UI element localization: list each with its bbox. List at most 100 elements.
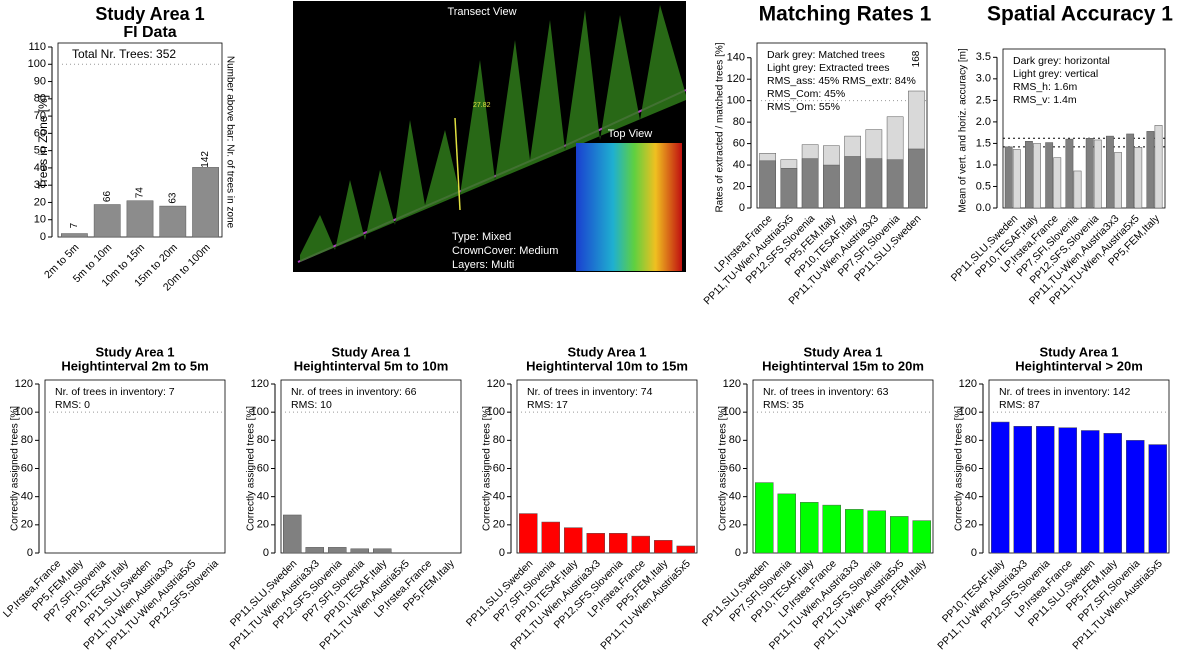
bar bbox=[1025, 141, 1033, 209]
chart-title: Study Area 1 bbox=[332, 344, 411, 359]
bar bbox=[1073, 170, 1082, 209]
y-tick-label: 1.5 bbox=[976, 137, 991, 149]
bar bbox=[822, 504, 841, 554]
bar bbox=[676, 545, 695, 554]
chart-subtitle: Heightinterval 10m to 15m bbox=[526, 358, 688, 373]
x-tick-label: PP11,TU-Wien,Austria3x3 bbox=[227, 557, 322, 652]
bar bbox=[609, 533, 628, 554]
count-label: 63 bbox=[167, 192, 178, 204]
bar bbox=[823, 164, 840, 209]
count-label: 74 bbox=[135, 187, 146, 199]
image-info: CrownCover: Medium bbox=[452, 245, 558, 257]
bar bbox=[192, 167, 219, 238]
bar bbox=[1106, 135, 1114, 209]
note: Dark grey: Matched trees bbox=[767, 49, 885, 61]
y-tick-label: 0 bbox=[27, 547, 33, 559]
bar bbox=[886, 159, 904, 209]
note: Nr. of trees in inventory: 74 bbox=[527, 386, 653, 398]
y-axis-label: Rates of extracted / matched trees [%] bbox=[715, 42, 726, 212]
top-view-image bbox=[576, 143, 682, 271]
note: Nr. of trees in inventory: 7 bbox=[55, 386, 175, 398]
bar bbox=[61, 233, 88, 238]
y-tick-label: 100 bbox=[28, 58, 46, 70]
y-axis-label: Correctly assigned trees [%] bbox=[718, 406, 729, 531]
bar bbox=[159, 205, 187, 238]
y-tick-label: 1.0 bbox=[976, 159, 991, 171]
y-tick-label: 80 bbox=[729, 434, 741, 446]
y-tick-label: 20 bbox=[257, 519, 269, 531]
y-tick-label: 20 bbox=[733, 180, 745, 192]
note: RMS_v: 1.4m bbox=[1013, 94, 1077, 106]
y-tick-label: 60 bbox=[257, 462, 269, 474]
note: Total Nr. Trees: 352 bbox=[72, 47, 176, 61]
plot-box bbox=[988, 379, 1170, 554]
bar bbox=[912, 520, 931, 554]
side-note: Number above bar: Nr. of trees in zone bbox=[224, 56, 235, 229]
bar bbox=[1103, 433, 1122, 554]
bar bbox=[1058, 427, 1077, 554]
bar bbox=[328, 547, 347, 554]
y-tick-label: 20 bbox=[21, 519, 33, 531]
y-tick-label: 2.5 bbox=[976, 94, 991, 106]
bar bbox=[844, 156, 861, 209]
bar bbox=[541, 521, 560, 554]
chart-title: Study Area 1 bbox=[804, 344, 883, 359]
bar bbox=[586, 533, 605, 554]
y-tick-label: 40 bbox=[493, 491, 505, 503]
y-tick-label: 120 bbox=[487, 378, 505, 390]
y-tick-label: 100 bbox=[251, 406, 269, 418]
count-label: 7 bbox=[69, 222, 80, 228]
y-tick-label: 0.0 bbox=[976, 202, 991, 214]
marker-label: 27.82 bbox=[473, 102, 491, 109]
transect-image: 27.82 Transect View Top View Type: Mixed… bbox=[293, 1, 687, 272]
y-tick-label: 0 bbox=[263, 547, 269, 559]
note: RMS_Com: 45% bbox=[767, 88, 845, 100]
y-tick-label: 40 bbox=[733, 159, 745, 171]
y-tick-label: 10 bbox=[34, 214, 46, 226]
chart-title: Study Area 1 bbox=[95, 4, 204, 24]
bar bbox=[890, 516, 909, 554]
bar bbox=[93, 204, 121, 238]
y-tick-label: 20 bbox=[34, 196, 46, 208]
transect-marker bbox=[454, 117, 461, 211]
bar bbox=[1033, 143, 1041, 209]
y-tick-label: 3.5 bbox=[976, 51, 991, 63]
plot-box bbox=[44, 379, 226, 554]
y-tick-label: 40 bbox=[21, 491, 33, 503]
y-tick-label: 20 bbox=[493, 519, 505, 531]
y-tick-label: 80 bbox=[733, 116, 745, 128]
note: RMS: 35 bbox=[763, 399, 804, 411]
bar bbox=[1012, 149, 1021, 209]
y-tick-label: 140 bbox=[727, 52, 745, 64]
y-tick-label: 0 bbox=[735, 547, 741, 559]
tree-crowns bbox=[300, 5, 686, 262]
bar bbox=[631, 535, 650, 554]
image-info: Layers: Multi bbox=[452, 259, 514, 271]
bar bbox=[283, 514, 302, 554]
y-tick-label: 60 bbox=[34, 127, 46, 139]
chart-subtitle: Heightinterval 15m to 20m bbox=[762, 358, 924, 373]
bar bbox=[126, 200, 154, 238]
plot-box bbox=[756, 42, 928, 209]
chart-title: Spatial Accuracy 1 bbox=[987, 3, 1173, 26]
y-tick-label: 100 bbox=[727, 95, 745, 107]
y-tick-label: 0 bbox=[499, 547, 505, 559]
y-axis-label: Correctly assigned trees [%] bbox=[482, 406, 493, 531]
chart-subtitle: FI Data bbox=[123, 24, 176, 41]
bar bbox=[865, 158, 883, 209]
plot-box bbox=[280, 379, 462, 554]
y-tick-label: 120 bbox=[727, 73, 745, 85]
y-tick-label: 60 bbox=[493, 462, 505, 474]
bar bbox=[1036, 426, 1055, 554]
note: RMS: 10 bbox=[291, 399, 332, 411]
note: Light grey: vertical bbox=[1013, 68, 1098, 80]
note: Dark grey: horizontal bbox=[1013, 55, 1110, 67]
y-tick-label: 100 bbox=[959, 406, 977, 418]
bar bbox=[1065, 138, 1074, 209]
bar bbox=[991, 421, 1010, 554]
y-tick-label: 120 bbox=[959, 378, 977, 390]
note: Nr. of trees in inventory: 63 bbox=[763, 386, 889, 398]
bar bbox=[780, 168, 798, 209]
y-tick-label: 80 bbox=[34, 93, 46, 105]
